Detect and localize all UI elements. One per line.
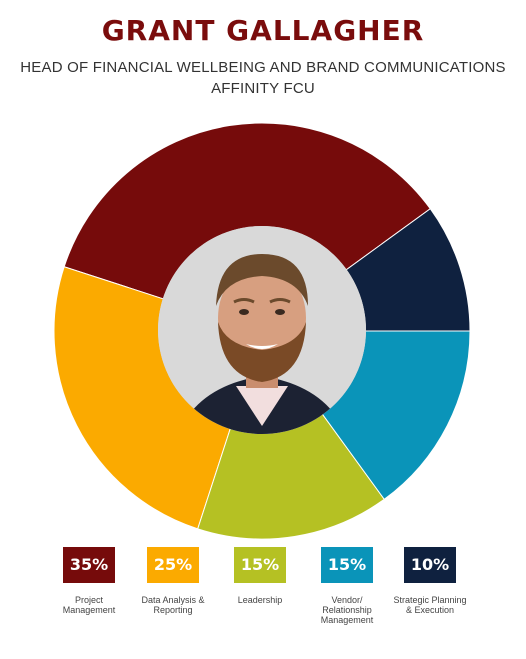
person-name: GRANT GALLAGHER — [101, 14, 425, 47]
legend-item-project-management: 35% Project Management — [44, 547, 134, 615]
chart-legend: 35% Project Management 25% Data Analysis… — [0, 547, 526, 647]
profile-photo — [158, 226, 366, 434]
slice-leadership — [197, 329, 385, 540]
legend-label: Vendor/ Relationship Management — [320, 595, 374, 625]
legend-label: Project Management — [62, 595, 116, 615]
legend-value-badge: 25% — [147, 547, 199, 583]
legend-label: Strategic Planning & Execution — [393, 595, 467, 615]
legend-value-badge: 35% — [63, 547, 115, 583]
legend-label: Leadership — [237, 595, 283, 605]
legend-value-badge: 15% — [321, 547, 373, 583]
legend-value-badge: 15% — [234, 547, 286, 583]
legend-item-strategic-planning: 10% Strategic Planning & Execution — [385, 547, 475, 615]
company-name: AFFINITY FCU — [211, 80, 315, 97]
job-title: HEAD OF FINANCIAL WELLBEING AND BRAND CO… — [20, 59, 506, 76]
legend-item-data-analysis: 25% Data Analysis & Reporting — [128, 547, 218, 615]
legend-item-leadership: 15% Leadership — [215, 547, 305, 605]
legend-value-badge: 10% — [404, 547, 456, 583]
legend-label: Data Analysis & Reporting — [141, 595, 205, 615]
legend-item-vendor-relationship: 15% Vendor/ Relationship Management — [302, 547, 392, 625]
